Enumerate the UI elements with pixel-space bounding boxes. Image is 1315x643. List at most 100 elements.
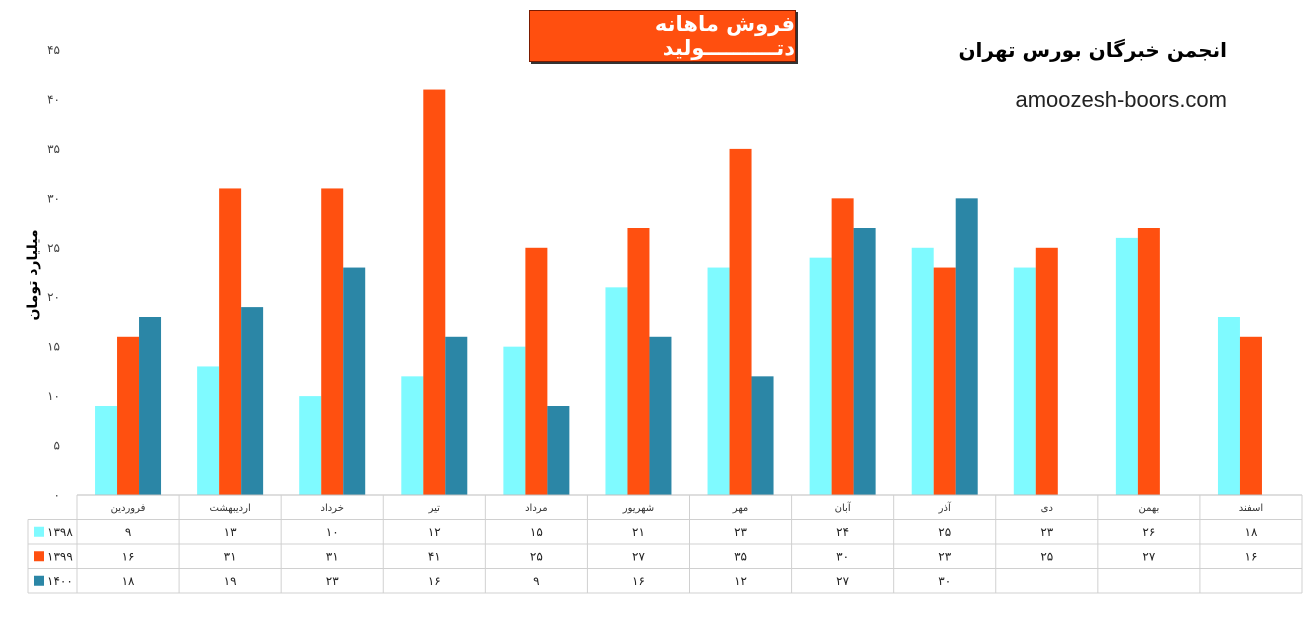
- bar-2-3: [321, 188, 344, 495]
- data-label: ۱۸: [1245, 525, 1258, 539]
- x-tick-label: اردیبهشت: [210, 503, 251, 514]
- y-tick-label: ۳۵: [47, 142, 60, 156]
- y-tick-label: ۳۰: [47, 191, 60, 205]
- data-label: ۱۹: [224, 574, 237, 588]
- bar-2-7: [729, 148, 752, 495]
- data-label: ۲۶: [1142, 525, 1155, 539]
- data-label: ۱۰: [326, 525, 339, 539]
- data-label: ۳۵: [734, 549, 747, 563]
- x-tick-label: شهریور: [622, 503, 654, 514]
- data-label: ۲۵: [530, 549, 543, 563]
- bar-1-8: [809, 257, 832, 495]
- legend-swatch: [34, 551, 44, 562]
- bar-1-2: [197, 366, 220, 495]
- data-label: ۲۷: [1142, 549, 1155, 563]
- data-label: ۱۳: [224, 525, 237, 539]
- data-label: ۲۱: [632, 525, 645, 539]
- legend-label: ۱۳۹۸: [47, 525, 73, 539]
- bar-1-4: [401, 376, 424, 495]
- data-label: ۱۶: [122, 549, 135, 563]
- data-label: ۲۵: [938, 525, 951, 539]
- bar-2-10: [1035, 247, 1058, 495]
- data-label: ۲۳: [326, 574, 339, 588]
- data-label: ۳۰: [938, 574, 951, 588]
- data-label: ۲۷: [836, 574, 849, 588]
- x-tick-label: تیر: [428, 503, 441, 514]
- data-label: ۱۵: [530, 525, 543, 539]
- bar-2-12: [1239, 336, 1262, 495]
- y-tick-label: ۲۵: [47, 241, 60, 255]
- data-label: ۹: [533, 574, 539, 588]
- data-table: فروردین اردیبهشت خرداد تیر مرداد شهریور مهر آبا…: [27, 494, 1303, 594]
- x-tick-label: خرداد: [321, 503, 344, 514]
- x-tick-label: بهمن: [1138, 503, 1159, 514]
- bar-3-6: [649, 336, 672, 495]
- legend-swatch: [34, 575, 44, 586]
- data-label: ۱۲: [734, 574, 747, 588]
- bar-2-5: [525, 247, 548, 495]
- data-label: ۳۱: [326, 549, 339, 563]
- data-label: ۲۷: [632, 549, 645, 563]
- data-label: ۳۱: [224, 549, 237, 563]
- bar-1-6: [605, 287, 628, 495]
- bar-3-7: [751, 376, 774, 495]
- x-tick-label: مهر: [732, 503, 748, 514]
- x-tick-label: فروردین: [111, 503, 146, 514]
- bar-3-9: [955, 198, 978, 496]
- site-url: amoozesh-boors.com: [1015, 87, 1227, 112]
- bar-1-11: [1115, 237, 1138, 495]
- y-tick-label: ۵: [54, 439, 60, 453]
- bar-3-8: [853, 228, 876, 495]
- bar-1-1: [95, 406, 118, 495]
- bar-2-2: [219, 188, 242, 495]
- bars: [95, 89, 1262, 496]
- x-tick-label: دی: [1041, 503, 1053, 514]
- y-tick-label: ۴۵: [47, 43, 60, 57]
- bar-1-10: [1013, 267, 1036, 495]
- legend-label: ۱۳۹۹: [47, 549, 73, 563]
- bar-3-4: [445, 336, 468, 495]
- bar-3-1: [139, 317, 162, 495]
- bar-3-5: [547, 406, 570, 495]
- y-tick-label: ۱۰: [47, 389, 60, 403]
- org-name: انجمن خبرگان بورس تهران: [958, 38, 1227, 62]
- bar-1-3: [299, 396, 322, 495]
- chart-title: فروش ماهانه دتــــــــــولید: [529, 10, 796, 62]
- data-label: ۱۸: [122, 574, 135, 588]
- y-axis-ticks: ۰ ۵ ۱۰ ۱۵ ۲۰ ۲۵ ۳۰ ۳۵ ۴۰ ۴۵: [47, 43, 60, 502]
- x-tick-label: اسفند: [1239, 503, 1263, 514]
- bar-3-2: [241, 307, 264, 495]
- data-label: ۲۳: [938, 549, 951, 563]
- bar-2-4: [423, 89, 446, 496]
- x-tick-label: آبان: [835, 501, 852, 514]
- bar-3-3: [343, 267, 366, 495]
- bar-2-8: [831, 198, 854, 496]
- data-label: ۲۴: [836, 525, 849, 539]
- y-tick-label: ۱۵: [47, 340, 60, 354]
- bar-2-11: [1137, 228, 1160, 495]
- data-label: ۱۶: [632, 574, 645, 588]
- data-label: ۱۲: [428, 525, 441, 539]
- x-tick-label: آذر: [938, 501, 952, 514]
- bar-1-7: [707, 267, 730, 495]
- y-tick-label: ۲۰: [47, 290, 60, 304]
- data-label: ۲۵: [1040, 549, 1053, 563]
- data-label: ۴۱: [428, 549, 441, 563]
- bar-1-9: [911, 247, 934, 495]
- bar-1-12: [1217, 317, 1240, 495]
- y-tick-label: ۰: [54, 488, 60, 502]
- bar-2-1: [117, 336, 140, 495]
- data-label: ۲۳: [734, 525, 747, 539]
- data-label: ۲۳: [1040, 525, 1053, 539]
- legend-label: ۱۴۰۰: [47, 574, 73, 588]
- y-axis-label: میلیارد تومان: [25, 229, 41, 321]
- bar-2-6: [627, 228, 650, 495]
- data-label: ۳۰: [836, 549, 849, 563]
- data-label: ۱۶: [428, 574, 441, 588]
- legend-swatch: [34, 526, 44, 537]
- data-label: ۹: [125, 525, 131, 539]
- y-tick-label: ۴۰: [47, 92, 60, 106]
- bar-1-5: [503, 346, 526, 495]
- data-label: ۱۶: [1245, 549, 1258, 563]
